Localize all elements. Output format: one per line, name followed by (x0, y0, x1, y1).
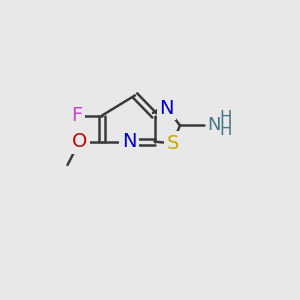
Text: F: F (71, 106, 82, 125)
Text: H: H (220, 121, 232, 139)
Text: N: N (122, 132, 136, 151)
Text: H: H (220, 109, 232, 127)
Text: N: N (159, 98, 174, 118)
Text: O: O (72, 132, 87, 151)
Text: N: N (207, 116, 220, 134)
Text: S: S (166, 134, 179, 153)
